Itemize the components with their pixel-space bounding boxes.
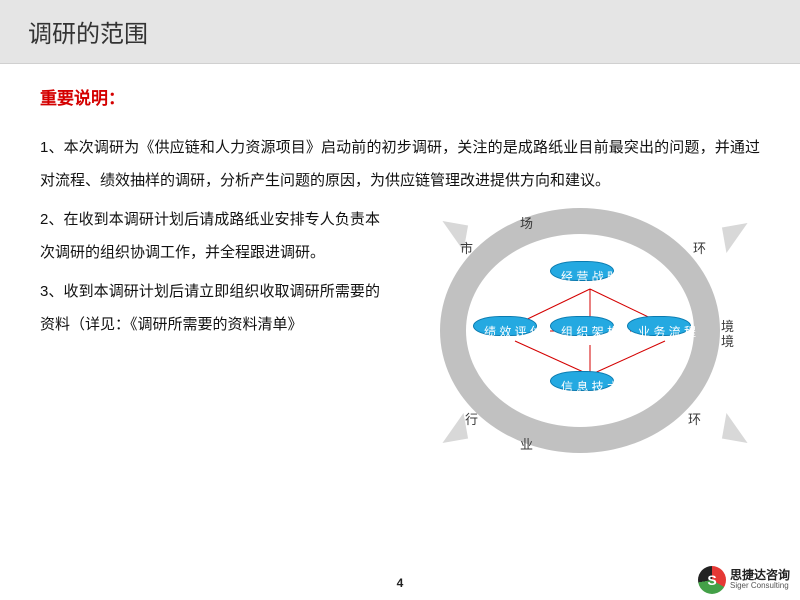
ring-label: 业 xyxy=(520,434,537,453)
logo-text: 思捷达咨询 Siger Consulting xyxy=(730,569,790,591)
ring-arrow-icon xyxy=(438,413,468,443)
node-strategy: 经 营 战 略 xyxy=(550,261,614,281)
paragraph-3: 3、收到本调研计划后请立即组织收取调研所需要的资料（详见：《调研所需要的资料清单… xyxy=(40,275,380,341)
paragraph-1: 1、本次调研为《供应链和人力资源项目》启动前的初步调研，关注的是成路纸业目前最突… xyxy=(40,131,760,197)
paragraph-2: 2、在收到本调研计划后请成路纸业安排专人负责本次调研的组织协调工作，并全程跟进调… xyxy=(40,203,380,269)
scope-diagram: 市 场 环 境 行 业 环 境 经 营 战 略 xyxy=(390,203,770,463)
ring-label: 市 xyxy=(460,238,477,257)
ring-label: 境 xyxy=(721,331,738,350)
ring-label: 环 xyxy=(688,409,705,428)
page-title: 调研的范围 xyxy=(28,14,772,49)
page-number: 4 xyxy=(0,576,800,590)
node-performance: 绩 效 评 估 xyxy=(473,316,537,336)
ring-arrow-icon xyxy=(722,413,752,443)
company-logo: S 思捷达咨询 Siger Consulting xyxy=(698,566,790,594)
title-bar: 调研的范围 xyxy=(0,0,800,64)
logo-icon: S xyxy=(698,566,726,594)
content: 重要说明： 1、本次调研为《供应链和人力资源项目》启动前的初步调研，关注的是成路… xyxy=(0,64,800,463)
logo-name: 思捷达咨询 xyxy=(730,568,790,582)
ring-arrow-icon xyxy=(722,223,752,253)
logo-sub: Siger Consulting xyxy=(730,582,790,591)
node-organization: 组 织 架 构 xyxy=(550,316,614,336)
node-information: 信 息 技 术 xyxy=(550,371,614,391)
node-process: 业 务 流 程 xyxy=(627,316,691,336)
ring-label: 行 xyxy=(465,409,482,428)
ring-label: 场 xyxy=(520,213,537,232)
ring-label: 环 xyxy=(693,238,710,257)
subtitle-important: 重要说明： xyxy=(40,84,760,109)
